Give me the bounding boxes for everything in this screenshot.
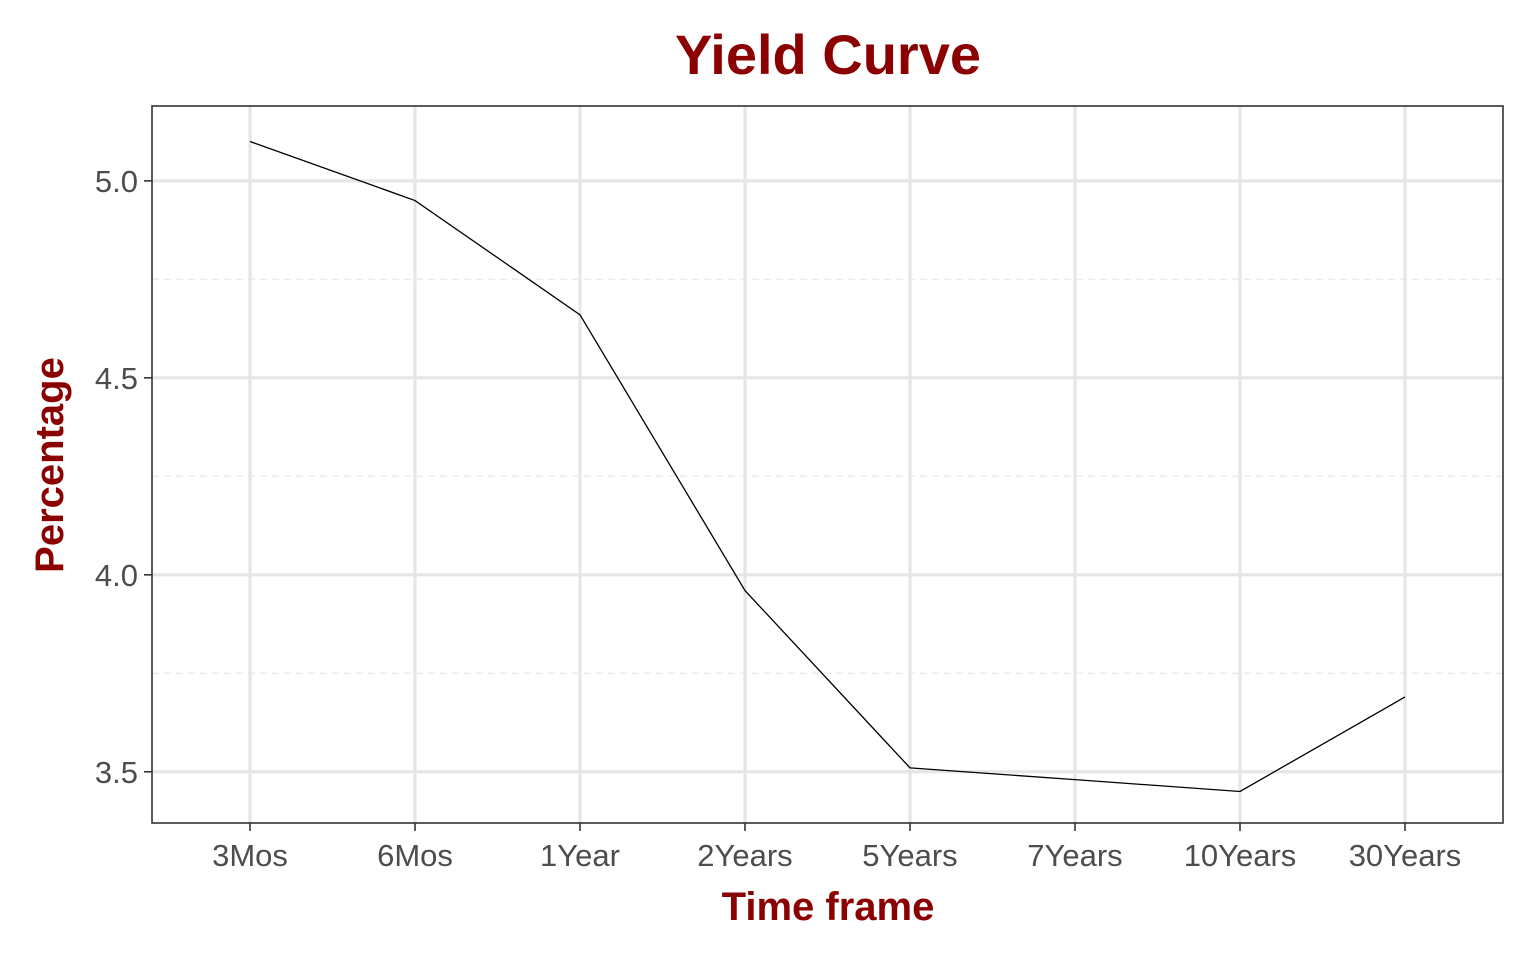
x-axis-title: Time frame [722,885,935,929]
x-tick-label: 3Mos [212,838,288,873]
y-tick-label: 4.0 [95,558,138,593]
y-axis-title: Percentage [28,357,72,573]
ticks-layer [144,180,1406,831]
tick-labels-layer: 3Mos 6Mos 1Year 2Years 5Years 7Years 10Years 30… [95,164,1461,873]
y-tick-label: 4.5 [95,361,138,396]
x-tick-label: 7Years [1027,838,1122,873]
series-layer [249,140,1406,793]
x-tick-label: 10Years [1184,838,1297,873]
y-tick-label: 3.5 [95,755,138,790]
x-tick-label: 5Years [862,838,957,873]
x-tick-label: 2Years [697,838,792,873]
plot-panel-border [151,105,1504,824]
series-line [249,140,1406,793]
x-tick-label: 30Years [1349,838,1462,873]
chart-title: Yield Curve [675,23,981,86]
y-tick-label: 5.0 [95,164,138,199]
x-tick-label: 6Mos [377,838,453,873]
x-tick-label: 1Year [540,838,620,873]
grid-layer [152,106,1503,823]
